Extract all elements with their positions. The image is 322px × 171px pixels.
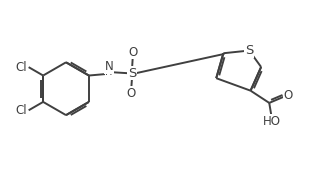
Text: O: O <box>127 87 136 100</box>
Text: N: N <box>104 60 113 73</box>
Text: Cl: Cl <box>15 104 27 117</box>
Text: S: S <box>128 67 136 80</box>
Text: O: O <box>283 89 293 102</box>
Text: H: H <box>105 67 112 77</box>
Text: O: O <box>128 45 137 58</box>
Text: S: S <box>245 44 253 57</box>
Text: HO: HO <box>263 115 281 128</box>
Text: Cl: Cl <box>15 61 27 74</box>
